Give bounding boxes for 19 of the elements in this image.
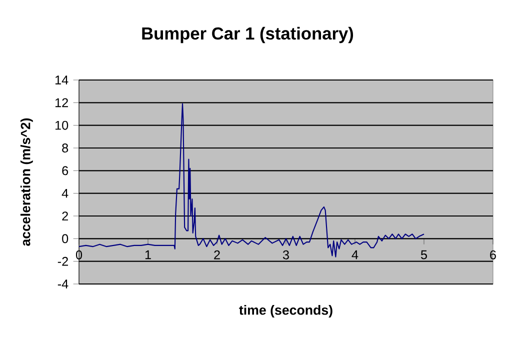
x-tick-label: 1 — [145, 250, 151, 260]
y-tick-label: 6 — [62, 166, 68, 176]
y-tick-label: 0 — [62, 234, 68, 244]
y-tick-label: -2 — [58, 256, 68, 266]
y-axis-title: acceleration (m/s^2) — [20, 118, 33, 246]
y-tick-label: 14 — [55, 76, 68, 84]
x-tick-label: 3 — [282, 250, 289, 260]
x-tick-label: 6 — [490, 250, 496, 260]
x-tick-label: 4 — [352, 250, 358, 260]
chart-title: Bumper Car 1 (stationary) — [142, 26, 354, 44]
y-tick-label: 10 — [55, 120, 68, 130]
x-axis-title: time (seconds) — [239, 305, 332, 318]
y-tick-label: -4 — [58, 280, 68, 288]
y-tick-label: 2 — [62, 212, 68, 220]
y-tick-label: 4 — [62, 188, 68, 198]
x-tick-label: 2 — [214, 250, 220, 260]
y-tick-label: 8 — [62, 144, 68, 152]
x-tick-label: 5 — [420, 250, 427, 260]
y-tick-label: 12 — [55, 98, 68, 108]
